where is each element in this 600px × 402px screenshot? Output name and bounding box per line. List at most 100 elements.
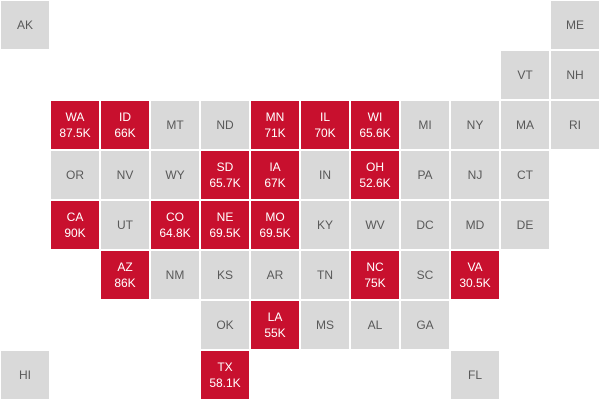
state-abbr: CA bbox=[66, 210, 84, 224]
state-value: 69.5K bbox=[259, 226, 291, 240]
state-abbr: IL bbox=[319, 110, 330, 124]
state-value: 52.6K bbox=[359, 176, 391, 190]
state-tile-az: AZ 86K bbox=[101, 251, 149, 299]
state-tile-il: IL 70K bbox=[301, 101, 349, 149]
state-tile-nm: NM bbox=[151, 251, 199, 299]
state-abbr: MO bbox=[265, 210, 285, 224]
state-abbr: NM bbox=[165, 268, 185, 282]
state-abbr: PA bbox=[417, 168, 433, 182]
state-abbr: GA bbox=[416, 318, 434, 332]
state-tile-ok: OK bbox=[201, 301, 249, 349]
state-tile-ia: IA 67K bbox=[251, 151, 299, 199]
state-tile-tx: TX 58.1K bbox=[201, 351, 249, 399]
state-tile-ne: NE 69.5K bbox=[201, 201, 249, 249]
state-value: 75K bbox=[364, 276, 386, 290]
state-abbr: NJ bbox=[467, 168, 483, 182]
state-value: 58.1K bbox=[209, 376, 241, 390]
state-abbr: NY bbox=[466, 118, 484, 132]
state-tile-al: AL bbox=[351, 301, 399, 349]
state-tile-ma: MA bbox=[501, 101, 549, 149]
state-abbr: NE bbox=[216, 210, 234, 224]
state-tile-mi: MI bbox=[401, 101, 449, 149]
state-tile-hi: HI bbox=[1, 351, 49, 399]
state-tile-ks: KS bbox=[201, 251, 249, 299]
state-abbr: SC bbox=[416, 268, 434, 282]
state-abbr: MD bbox=[465, 218, 485, 232]
state-tile-va: VA 30.5K bbox=[451, 251, 499, 299]
state-tile-ri: RI bbox=[551, 101, 599, 149]
state-tile-id: ID 66K bbox=[101, 101, 149, 149]
state-tile-ct: CT bbox=[501, 151, 549, 199]
state-abbr: MS bbox=[316, 318, 334, 332]
state-tile-co: CO 64.8K bbox=[151, 201, 199, 249]
state-abbr: DE bbox=[516, 218, 534, 232]
state-value: 87.5K bbox=[59, 126, 91, 140]
state-abbr: OK bbox=[216, 318, 234, 332]
state-tile-wi: WI 65.6K bbox=[351, 101, 399, 149]
state-tile-nv: NV bbox=[101, 151, 149, 199]
state-abbr: RI bbox=[569, 118, 581, 132]
state-abbr: AL bbox=[367, 318, 383, 332]
state-value: 30.5K bbox=[459, 276, 491, 290]
state-abbr: NV bbox=[116, 168, 134, 182]
state-tile-dc: DC bbox=[401, 201, 449, 249]
state-tile-nd: ND bbox=[201, 101, 249, 149]
state-tile-sd: SD 65.7K bbox=[201, 151, 249, 199]
state-tile-de: DE bbox=[501, 201, 549, 249]
state-abbr: SD bbox=[216, 160, 234, 174]
state-tile-me: ME bbox=[551, 1, 599, 49]
state-abbr: TN bbox=[317, 268, 333, 282]
state-abbr: AZ bbox=[117, 260, 133, 274]
state-abbr: MN bbox=[265, 110, 285, 124]
state-abbr: IN bbox=[319, 168, 331, 182]
state-tile-ga: GA bbox=[401, 301, 449, 349]
state-value: 66K bbox=[114, 126, 136, 140]
state-value: 65.7K bbox=[209, 176, 241, 190]
state-value: 70K bbox=[314, 126, 336, 140]
state-abbr: UT bbox=[117, 218, 133, 232]
state-abbr: ID bbox=[119, 110, 131, 124]
state-value: 71K bbox=[264, 126, 286, 140]
state-tile-la: LA 55K bbox=[251, 301, 299, 349]
state-tile-wy: WY bbox=[151, 151, 199, 199]
state-abbr: OR bbox=[66, 168, 84, 182]
state-tile-fl: FL bbox=[451, 351, 499, 399]
state-abbr: VT bbox=[517, 68, 533, 82]
state-value: 65.6K bbox=[359, 126, 391, 140]
state-abbr: LA bbox=[267, 310, 283, 324]
state-abbr: ME bbox=[566, 18, 584, 32]
state-abbr: TX bbox=[217, 360, 233, 374]
state-tile-mn: MN 71K bbox=[251, 101, 299, 149]
state-tile-nc: NC 75K bbox=[351, 251, 399, 299]
state-abbr: AR bbox=[266, 268, 284, 282]
state-value: 67K bbox=[264, 176, 286, 190]
state-abbr: WV bbox=[365, 218, 385, 232]
state-tile-oh: OH 52.6K bbox=[351, 151, 399, 199]
state-tile-or: OR bbox=[51, 151, 99, 199]
state-tile-ar: AR bbox=[251, 251, 299, 299]
state-abbr: CO bbox=[166, 210, 184, 224]
state-tile-nj: NJ bbox=[451, 151, 499, 199]
state-abbr: CT bbox=[517, 168, 533, 182]
state-abbr: KY bbox=[316, 218, 333, 232]
state-value: 64.8K bbox=[159, 226, 191, 240]
state-abbr: MI bbox=[418, 118, 432, 132]
state-abbr: WA bbox=[65, 110, 85, 124]
state-tile-mt: MT bbox=[151, 101, 199, 149]
state-value: 86K bbox=[114, 276, 136, 290]
state-tile-ky: KY bbox=[301, 201, 349, 249]
state-tile-in: IN bbox=[301, 151, 349, 199]
state-abbr: NC bbox=[366, 260, 384, 274]
state-abbr: HI bbox=[19, 368, 31, 382]
state-tile-tn: TN bbox=[301, 251, 349, 299]
state-tile-ms: MS bbox=[301, 301, 349, 349]
state-value: 69.5K bbox=[209, 226, 241, 240]
state-abbr: VA bbox=[467, 260, 483, 274]
state-tile-ak: AK bbox=[1, 1, 49, 49]
state-tile-mo: MO 69.5K bbox=[251, 201, 299, 249]
state-abbr: WY bbox=[165, 168, 185, 182]
state-abbr: MA bbox=[516, 118, 534, 132]
state-abbr: FL bbox=[467, 368, 482, 382]
state-abbr: OH bbox=[366, 160, 384, 174]
